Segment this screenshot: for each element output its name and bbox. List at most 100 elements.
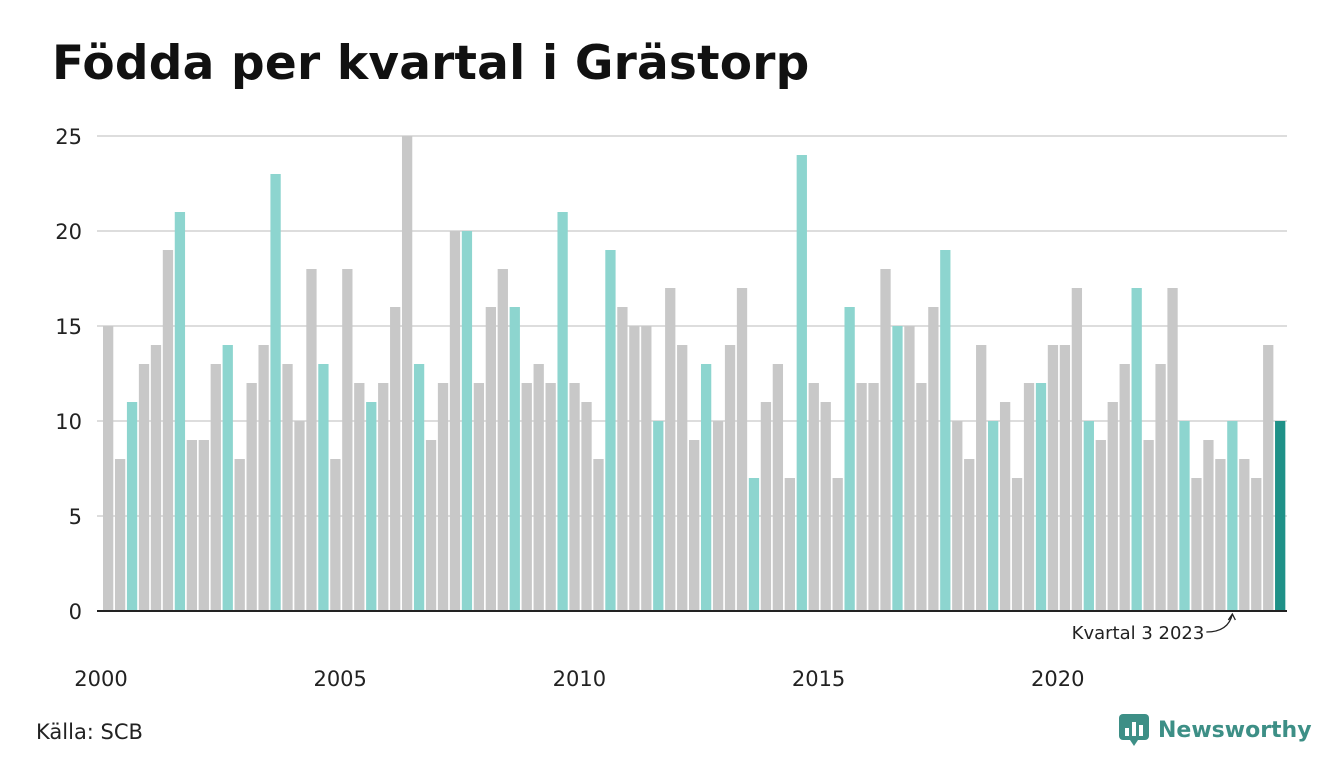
bar	[437, 383, 449, 611]
x-tick-label: 2010	[553, 667, 606, 691]
bar	[569, 383, 580, 611]
bar	[832, 478, 843, 611]
y-axis-labels: 0 5 10 15 20 25	[55, 125, 82, 624]
bar	[976, 345, 987, 611]
bar	[1203, 440, 1214, 611]
bar	[928, 307, 939, 611]
bar	[521, 383, 532, 611]
bar	[581, 402, 592, 611]
bar	[390, 307, 401, 611]
bar	[1083, 421, 1094, 611]
bar	[1227, 421, 1238, 611]
bar	[784, 478, 795, 611]
bar	[700, 364, 712, 611]
bar	[1011, 478, 1023, 611]
bar	[593, 459, 604, 611]
bar	[796, 155, 807, 611]
bar	[150, 345, 162, 611]
latest-annotation-label: Kvartal 3 2023	[1072, 623, 1205, 644]
bar	[988, 421, 999, 611]
bar	[557, 212, 568, 611]
bar	[258, 345, 269, 611]
bar	[497, 269, 508, 611]
bar	[1071, 288, 1083, 611]
bar	[114, 459, 126, 611]
bar	[306, 269, 317, 611]
bar	[641, 326, 652, 611]
bar	[1263, 345, 1274, 611]
bar	[844, 307, 855, 611]
chart-title: Födda per kvartal i Grästorp	[52, 36, 810, 91]
bar	[186, 440, 198, 611]
bar	[1047, 345, 1059, 611]
x-tick-label: 2005	[313, 667, 366, 691]
bar	[880, 269, 891, 611]
bar	[413, 364, 425, 611]
bar	[964, 459, 975, 611]
y-tick-label: 25	[55, 125, 82, 149]
bar	[473, 383, 485, 611]
bar	[138, 364, 150, 611]
bar	[246, 383, 257, 611]
bar	[210, 364, 221, 611]
bar	[1239, 459, 1250, 611]
bar	[760, 402, 772, 611]
x-axis-labels: 2000 2005 2010 2015 2020	[74, 667, 1084, 691]
bar	[234, 459, 245, 611]
annotation-arrow	[1206, 612, 1236, 633]
bar	[162, 250, 174, 611]
bar	[1215, 459, 1226, 611]
bar	[509, 307, 520, 611]
bar	[724, 345, 736, 611]
x-tick-label: 2020	[1031, 667, 1084, 691]
bar	[808, 383, 819, 611]
bar	[748, 478, 760, 611]
brand-name: Newsworthy	[1158, 717, 1312, 743]
bar	[736, 288, 748, 611]
bar	[378, 383, 389, 611]
bars	[103, 136, 1286, 611]
bar	[856, 383, 867, 611]
bar	[1251, 478, 1262, 611]
bar	[629, 326, 640, 611]
bar	[1131, 288, 1142, 611]
bar	[1107, 402, 1118, 611]
bar	[1119, 364, 1130, 611]
bar	[354, 383, 365, 611]
bar	[952, 421, 963, 611]
bar	[1275, 421, 1286, 611]
bar	[868, 383, 879, 611]
y-tick-label: 10	[55, 410, 82, 434]
bar	[103, 326, 114, 611]
bar	[689, 440, 700, 611]
bar	[126, 402, 138, 611]
bar	[330, 459, 341, 611]
bar	[198, 440, 209, 611]
y-tick-label: 20	[55, 220, 82, 244]
y-tick-label: 5	[69, 505, 82, 529]
annotation-group: Kvartal 3 2023	[1072, 612, 1236, 644]
bar	[1167, 288, 1178, 611]
bar	[904, 326, 915, 611]
y-tick-label: 15	[55, 315, 82, 339]
brand-logo: Newsworthy	[1118, 713, 1312, 747]
bar	[222, 345, 233, 611]
bar	[605, 250, 616, 611]
bar	[401, 136, 413, 611]
x-tick-label: 2015	[792, 667, 845, 691]
bar	[940, 250, 951, 611]
bar	[1095, 440, 1106, 611]
bar	[545, 383, 556, 611]
bar	[270, 174, 281, 611]
bar	[665, 288, 676, 611]
bar	[617, 307, 628, 611]
bar	[1023, 383, 1035, 611]
bar	[533, 364, 544, 611]
bar	[1155, 364, 1166, 611]
bar	[1143, 440, 1154, 611]
bar	[1059, 345, 1071, 611]
bar	[677, 345, 688, 611]
bar	[174, 212, 186, 611]
bar	[425, 440, 437, 611]
